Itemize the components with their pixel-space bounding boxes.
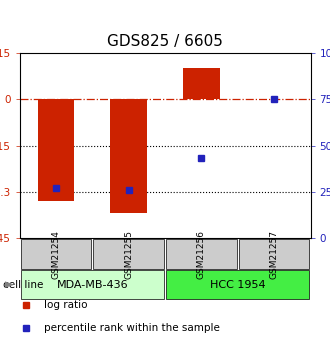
- Text: MDA-MB-436: MDA-MB-436: [56, 280, 128, 290]
- Bar: [20, 239, 91, 269]
- Title: GDS825 / 6605: GDS825 / 6605: [107, 34, 223, 49]
- Bar: [166, 270, 310, 299]
- Text: HCC 1954: HCC 1954: [210, 280, 266, 290]
- Bar: [20, 270, 164, 299]
- Text: ►: ►: [5, 278, 15, 291]
- Bar: [166, 239, 237, 269]
- Text: GSM21254: GSM21254: [51, 230, 60, 278]
- Text: GSM21256: GSM21256: [197, 230, 206, 279]
- Bar: [183, 68, 219, 99]
- Text: percentile rank within the sample: percentile rank within the sample: [44, 323, 220, 333]
- Bar: [111, 99, 147, 213]
- Text: cell line: cell line: [3, 280, 44, 290]
- Bar: [93, 239, 164, 269]
- Text: GSM21255: GSM21255: [124, 230, 133, 279]
- Text: GSM21257: GSM21257: [270, 230, 279, 279]
- Text: log ratio: log ratio: [44, 300, 88, 310]
- Bar: [38, 99, 74, 201]
- Bar: [239, 239, 310, 269]
